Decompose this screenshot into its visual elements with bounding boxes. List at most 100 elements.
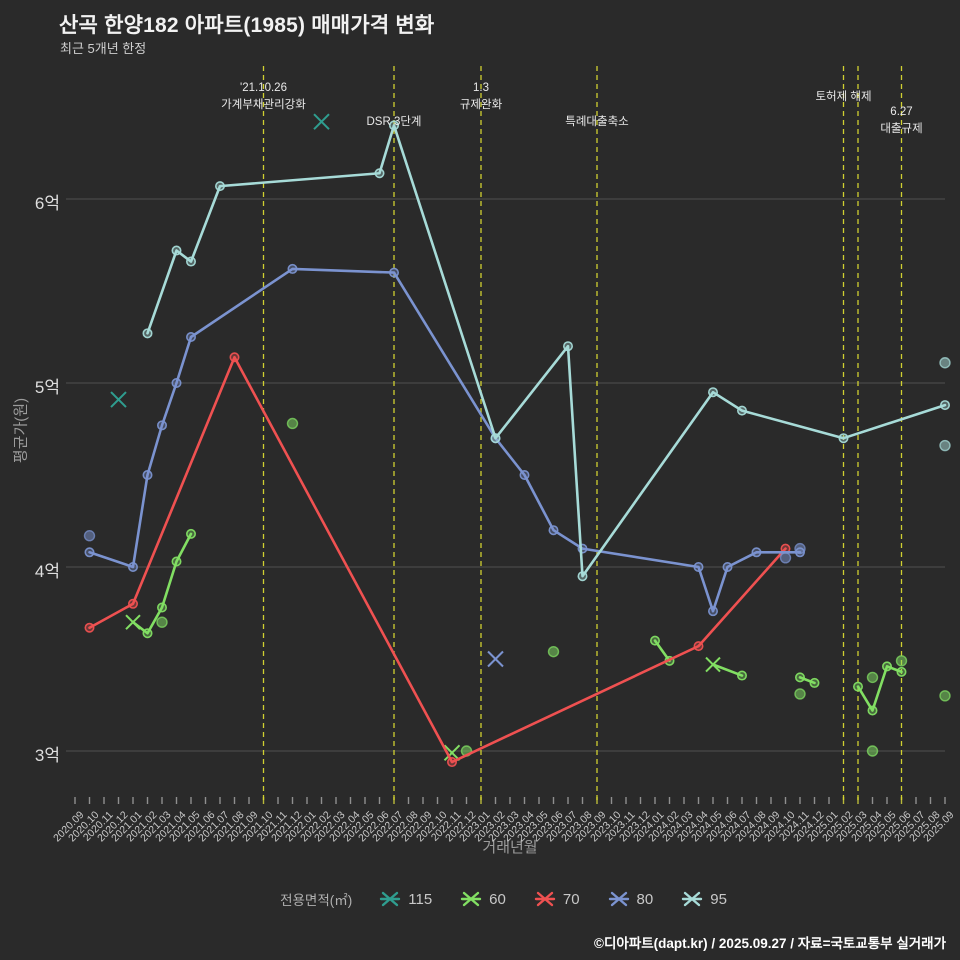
scatter-point (794, 542, 806, 555)
legend-marker-80 (608, 891, 629, 907)
legend-item-label: 70 (562, 890, 580, 908)
event-label: 대출규제 (880, 123, 923, 135)
page-subtitle: 최근 5개년 한정 (60, 41, 147, 56)
series-line-60 (131, 532, 193, 635)
data-point (490, 433, 501, 444)
event-label: '21.10.26 (240, 82, 287, 94)
series-line-80 (88, 267, 802, 613)
legend-marker-70 (534, 891, 556, 907)
data-point (171, 245, 182, 256)
scatter-point (286, 417, 299, 430)
data-point (751, 547, 762, 558)
x-marker (110, 391, 127, 408)
legend-marker-95 (682, 891, 703, 907)
scatter-point (156, 616, 168, 628)
legend-item-label: 80 (636, 890, 654, 908)
scatter-point (83, 530, 96, 542)
x-marker (125, 614, 141, 630)
legend-item-60[interactable]: 60 (460, 890, 506, 908)
data-point (649, 635, 660, 646)
legend: 전용면적(㎡) 115 60 70 80 95 (28, 889, 960, 909)
data-point (157, 602, 168, 613)
legend-item-70[interactable]: 70 (534, 890, 580, 908)
data-point (736, 670, 747, 681)
series-line-95 (146, 124, 947, 578)
series-line-70 (88, 355, 787, 764)
scatter-point (866, 745, 879, 757)
data-point (128, 598, 139, 609)
x-axis-title: 거래년월 (482, 839, 538, 856)
data-point (794, 672, 805, 683)
data-point (388, 120, 399, 131)
scatter-point (939, 690, 951, 702)
legend-item-80[interactable]: 80 (608, 890, 654, 908)
data-point (142, 469, 153, 480)
event-label: 토허제 해제 (815, 91, 872, 103)
data-point (707, 606, 718, 617)
data-point (852, 681, 863, 692)
data-point (881, 661, 892, 672)
y-tick-label: 6억 (34, 194, 60, 213)
event-label: 가계부채관리강화 (221, 99, 306, 111)
event-label: DSR 3단계 (366, 116, 422, 128)
data-point (287, 263, 298, 274)
series-80 (83, 263, 806, 668)
legend-item-label: 115 (408, 890, 433, 908)
x-marker (443, 744, 461, 762)
footer-credit: ©디아파트(dapt.kr) / 2025.09.27 / 자료=국토교통부 실… (594, 936, 946, 951)
data-point (809, 677, 820, 688)
legend-item-115[interactable]: 115 (379, 890, 432, 908)
event-label: 규제완화 (459, 99, 503, 111)
data-point (707, 387, 718, 398)
legend-item-label: 95 (710, 890, 727, 908)
legend-item-95[interactable]: 95 (681, 890, 727, 908)
scatter-point (779, 552, 792, 564)
y-tick-label: 3억 (34, 746, 60, 765)
series-60 (125, 417, 951, 762)
data-point (693, 561, 704, 572)
scatter-point (895, 655, 908, 667)
data-point (446, 757, 457, 768)
event-label: 특례대출축소 (565, 116, 629, 128)
x-marker (487, 650, 504, 668)
series-line-60 (711, 663, 744, 677)
data-point (838, 433, 849, 444)
data-point (215, 181, 226, 192)
data-point (896, 666, 907, 677)
scatter-point (939, 357, 951, 369)
series-70 (84, 352, 791, 768)
data-point (722, 561, 733, 572)
data-point (229, 352, 240, 363)
event-label: 1.3 (473, 82, 489, 94)
data-point (867, 705, 878, 716)
scatter-point (939, 439, 951, 452)
data-point (157, 420, 168, 431)
data-point (519, 469, 530, 480)
data-point (388, 267, 399, 278)
x-marker (705, 656, 721, 673)
legend-marker-60 (460, 891, 482, 907)
data-point (577, 571, 588, 582)
legend-marker-115 (380, 891, 401, 907)
data-point (548, 525, 559, 536)
data-point (171, 377, 182, 388)
data-point (562, 341, 573, 352)
scatter-point (794, 688, 806, 700)
data-point (939, 400, 950, 411)
x-marker (313, 113, 330, 130)
data-point (142, 328, 153, 339)
series-95 (142, 120, 951, 582)
y-axis-title: 평균가(원) (12, 397, 30, 464)
data-point (84, 547, 95, 558)
data-point (186, 331, 197, 342)
data-point (84, 622, 95, 633)
page-title: 산곡 한양182 아파트(1985) 매매가격 변화 (59, 14, 435, 37)
y-tick-label: 4억 (34, 562, 60, 581)
data-point (142, 628, 153, 639)
scatter-point (866, 671, 879, 684)
data-point (374, 168, 385, 179)
data-point (693, 641, 704, 652)
data-point (171, 556, 182, 567)
